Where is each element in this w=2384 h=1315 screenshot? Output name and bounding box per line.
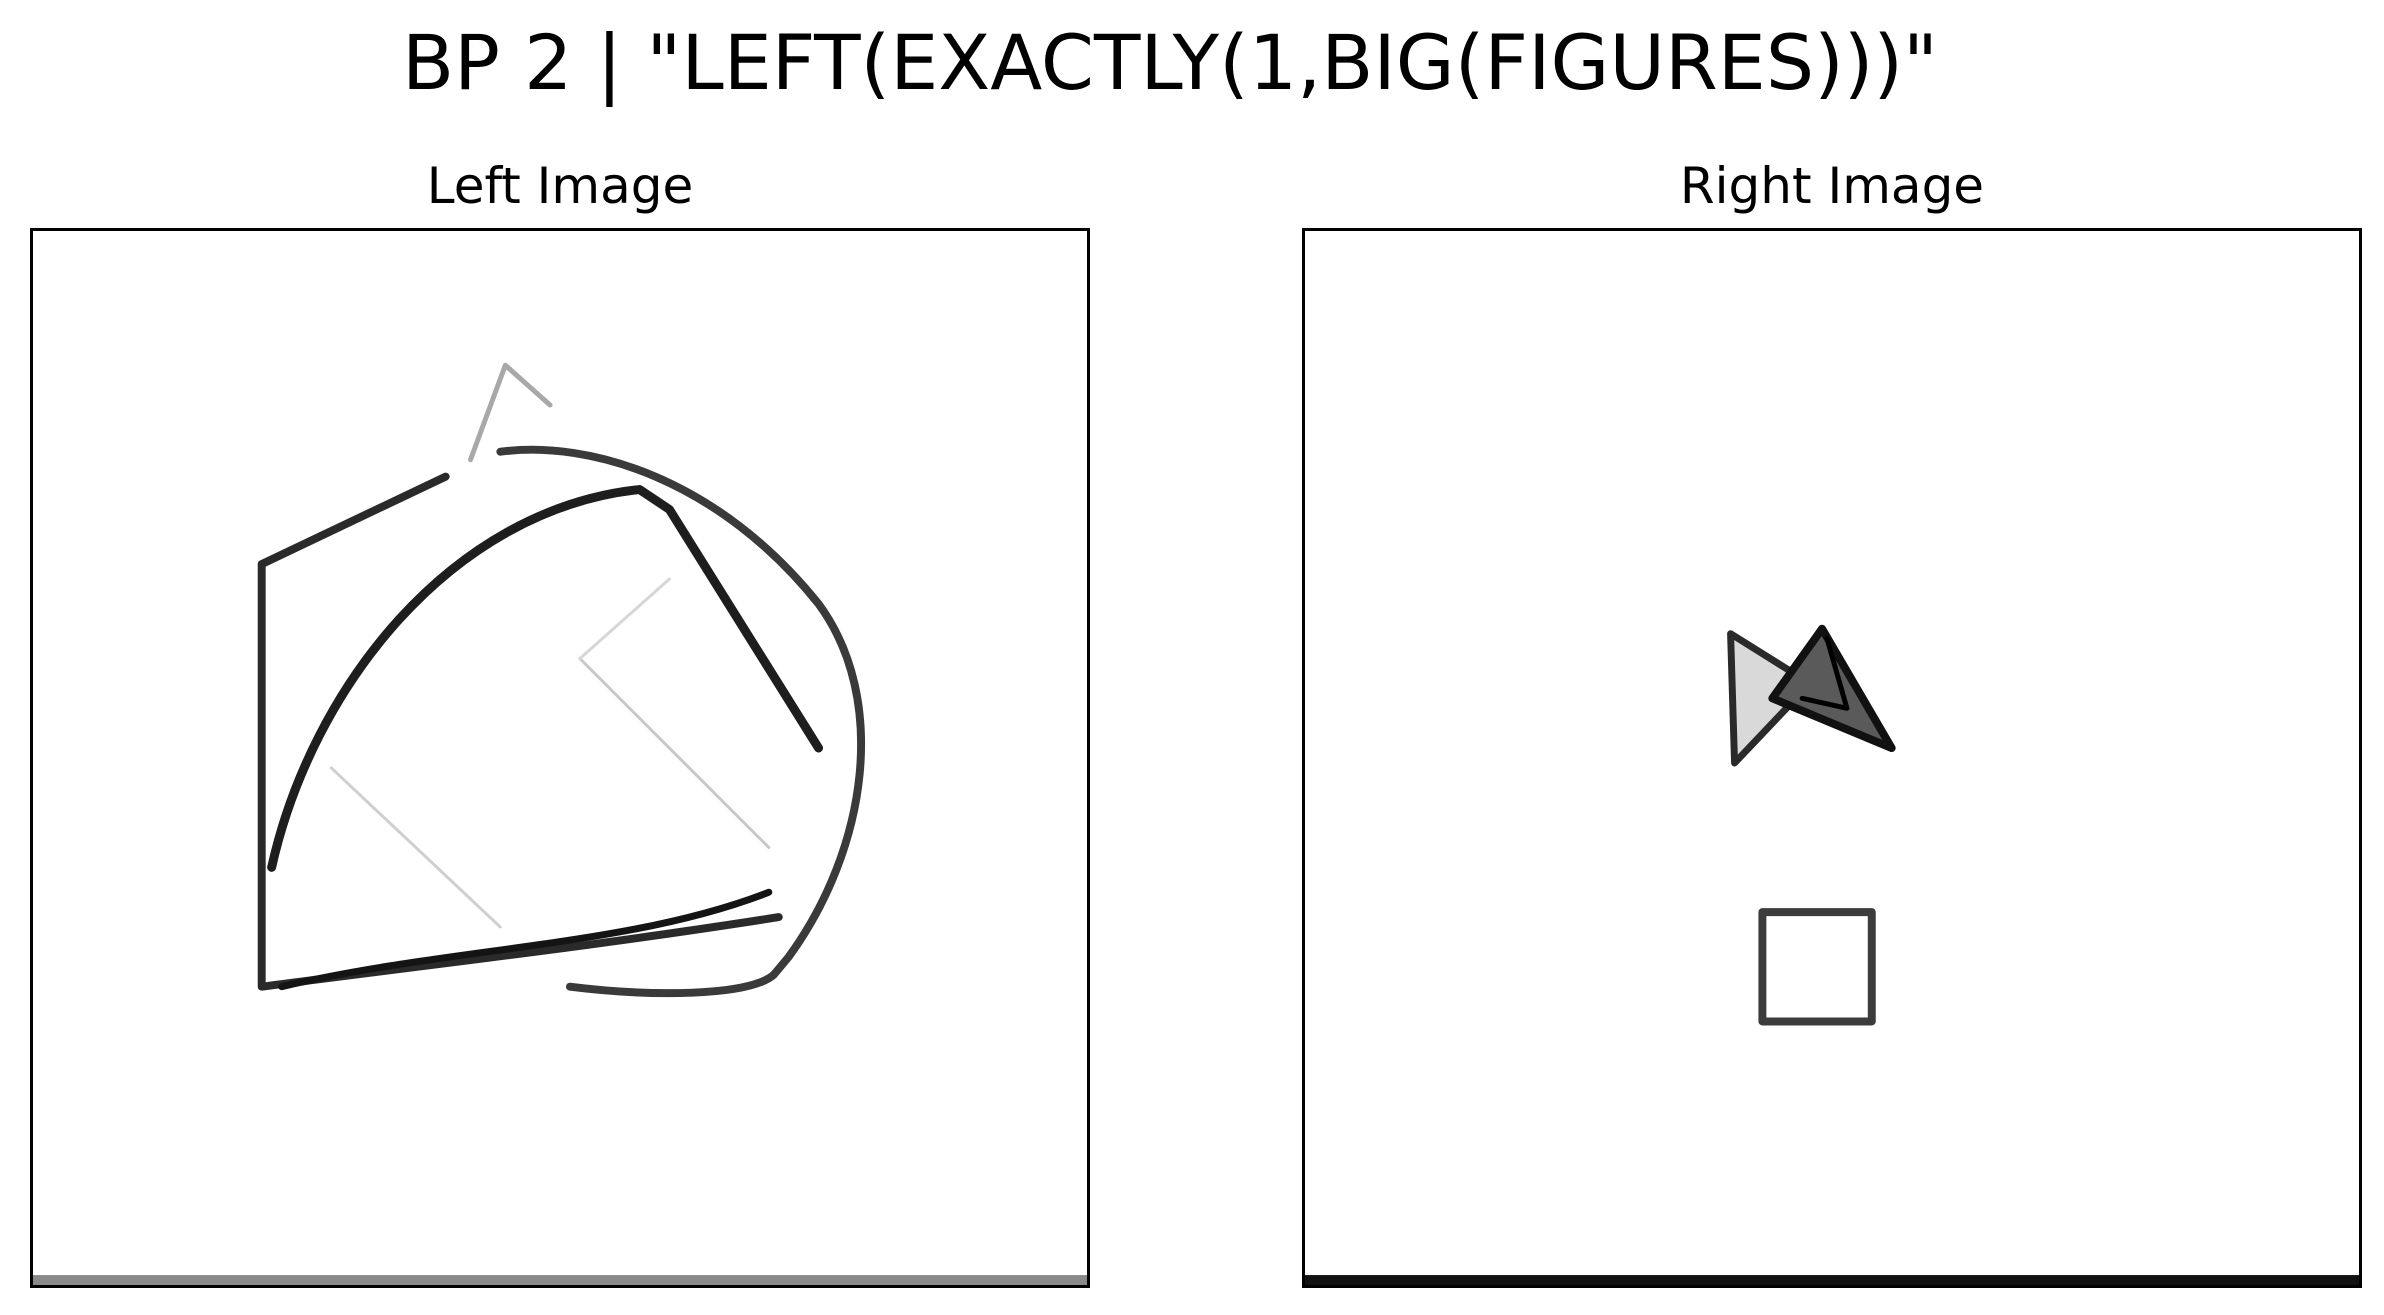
left-panel-title: Left Image [426, 157, 694, 215]
faint-diagonal-line [578, 577, 671, 661]
triangle-figure [1768, 624, 1896, 753]
inner-arc-stroke [267, 485, 824, 872]
faint-diagonal-line [578, 657, 771, 849]
left-image-drawing [33, 362, 1087, 1285]
figure-title: BP 2 | "LEFT(EXACTLY(1,BIG(FIGURES)))" [402, 18, 1938, 107]
outer-curve-stroke [496, 445, 866, 998]
triangle-inner-stroke [1799, 636, 1850, 711]
left-image-panel [30, 228, 1090, 1288]
faint-diagonal-line [329, 766, 502, 929]
right-panel-title: Right Image [1679, 157, 1985, 215]
right-image-panel [1302, 228, 2362, 1288]
lower-inner-stroke [278, 888, 773, 991]
square-figure [1758, 908, 1876, 1026]
left-bottom-edge [33, 1275, 1087, 1285]
right-bottom-edge [1305, 1275, 2359, 1285]
spike-stroke [468, 362, 553, 463]
right-image-drawing [1305, 624, 2359, 1285]
